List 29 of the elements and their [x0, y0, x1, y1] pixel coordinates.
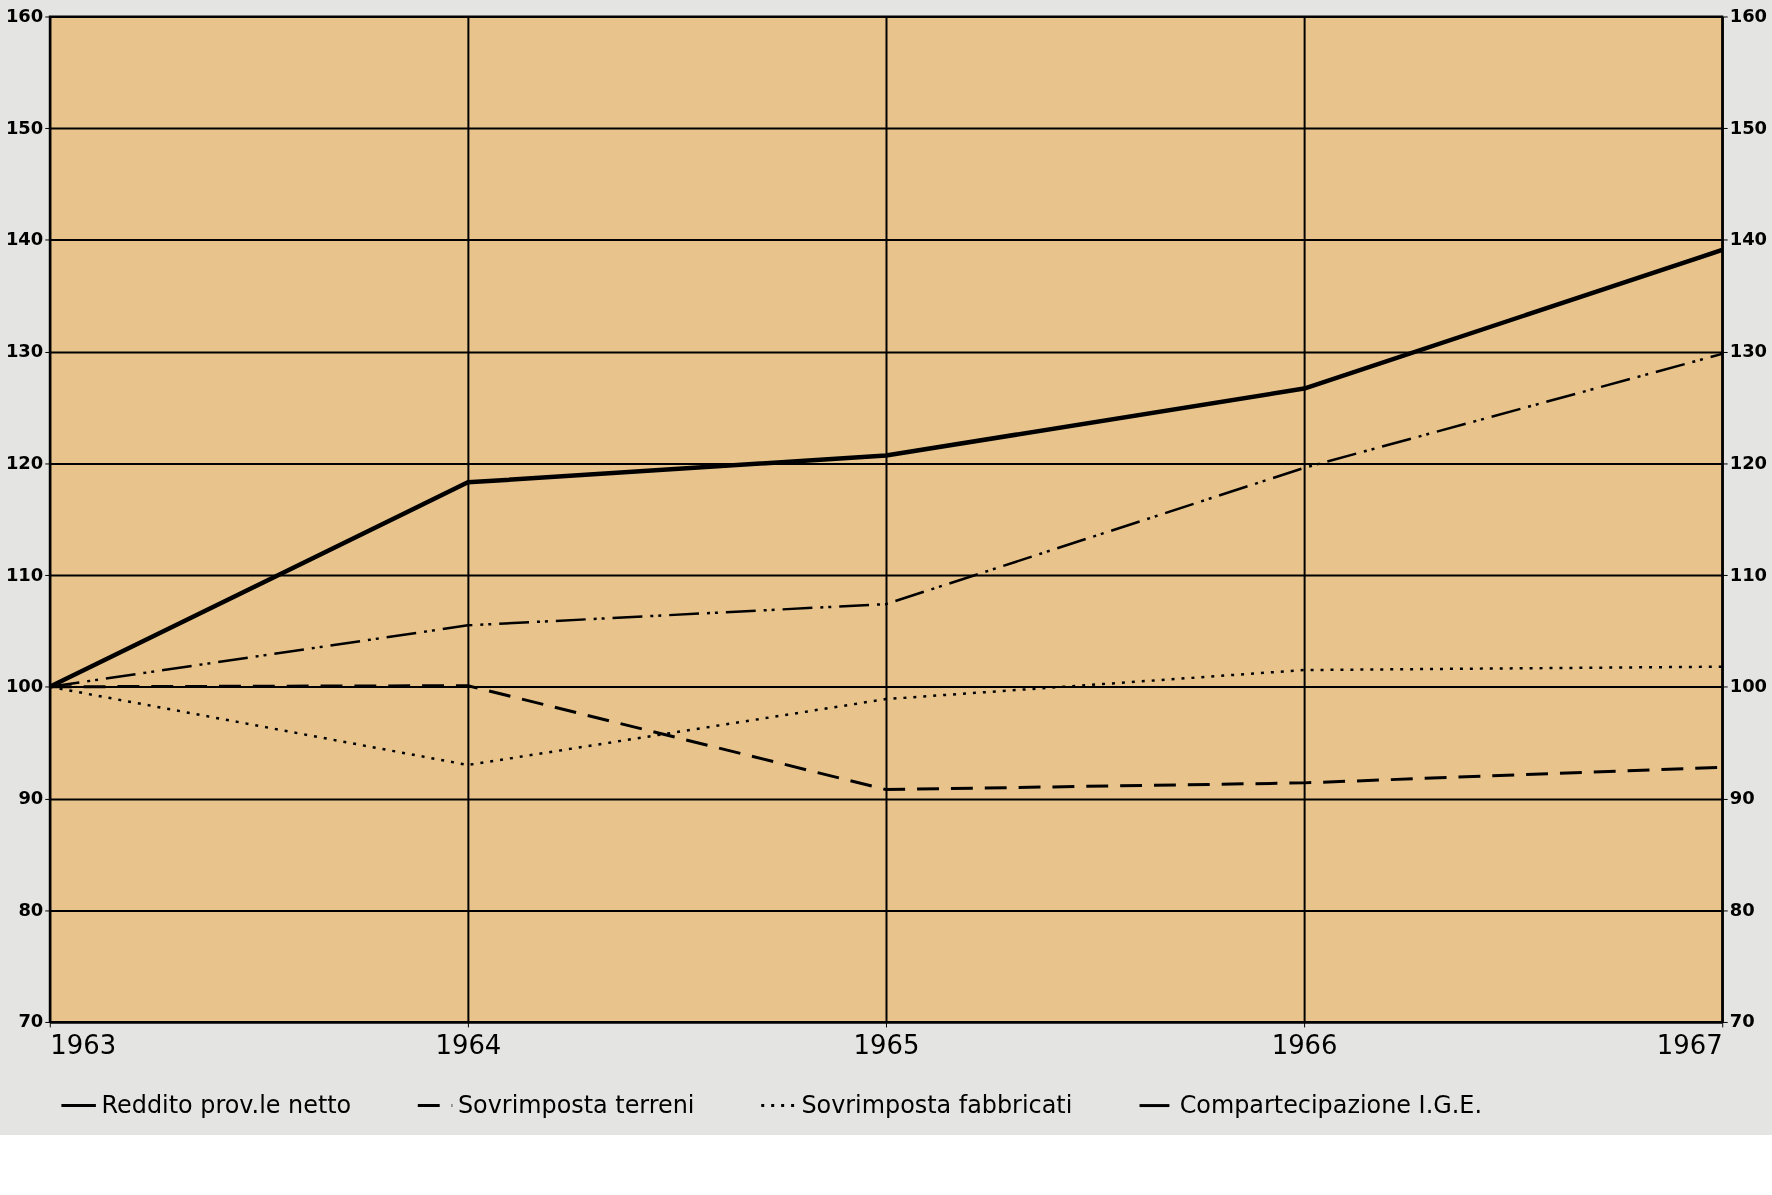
- y2-tick-label: 120: [1729, 451, 1768, 473]
- legend-label: Sovrimposta fabbricati: [801, 1090, 1073, 1119]
- y-tick-label: 120: [5, 451, 44, 473]
- y2-tick-label: 150: [1729, 116, 1768, 138]
- y2-tick-label: 100: [1729, 675, 1768, 697]
- y2-tick-label: 140: [1729, 228, 1768, 250]
- x-tick-label: 1965: [853, 1030, 920, 1061]
- legend-label: Compartecipazione I.G.E.: [1179, 1090, 1482, 1119]
- y2-tick-label: 160: [1729, 4, 1768, 26]
- legend-label: Reddito prov.le netto: [101, 1090, 352, 1119]
- y2-tick-label: 110: [1729, 563, 1768, 585]
- x-tick-label: 1963: [50, 1030, 117, 1061]
- y-tick-label: 110: [5, 563, 44, 585]
- y2-tick-label: 130: [1729, 340, 1768, 362]
- y2-tick-label: 70: [1729, 1010, 1755, 1032]
- y-tick-label: 100: [5, 675, 44, 697]
- y-tick-label: 140: [5, 228, 44, 250]
- x-tick-label: 1964: [435, 1030, 502, 1061]
- y2-tick-label: 80: [1729, 898, 1755, 920]
- y-tick-label: 90: [18, 786, 44, 808]
- y-tick-label: 160: [5, 4, 44, 26]
- y-tick-label: 80: [18, 898, 44, 920]
- x-tick-label: 1967: [1656, 1030, 1723, 1061]
- y2-tick-label: 90: [1729, 786, 1755, 808]
- x-tick-label: 1966: [1271, 1030, 1338, 1061]
- y-tick-label: 130: [5, 340, 44, 362]
- y-tick-label: 70: [18, 1010, 44, 1032]
- y-tick-label: 150: [5, 116, 44, 138]
- legend-label: Sovrimposta terreni: [457, 1090, 695, 1119]
